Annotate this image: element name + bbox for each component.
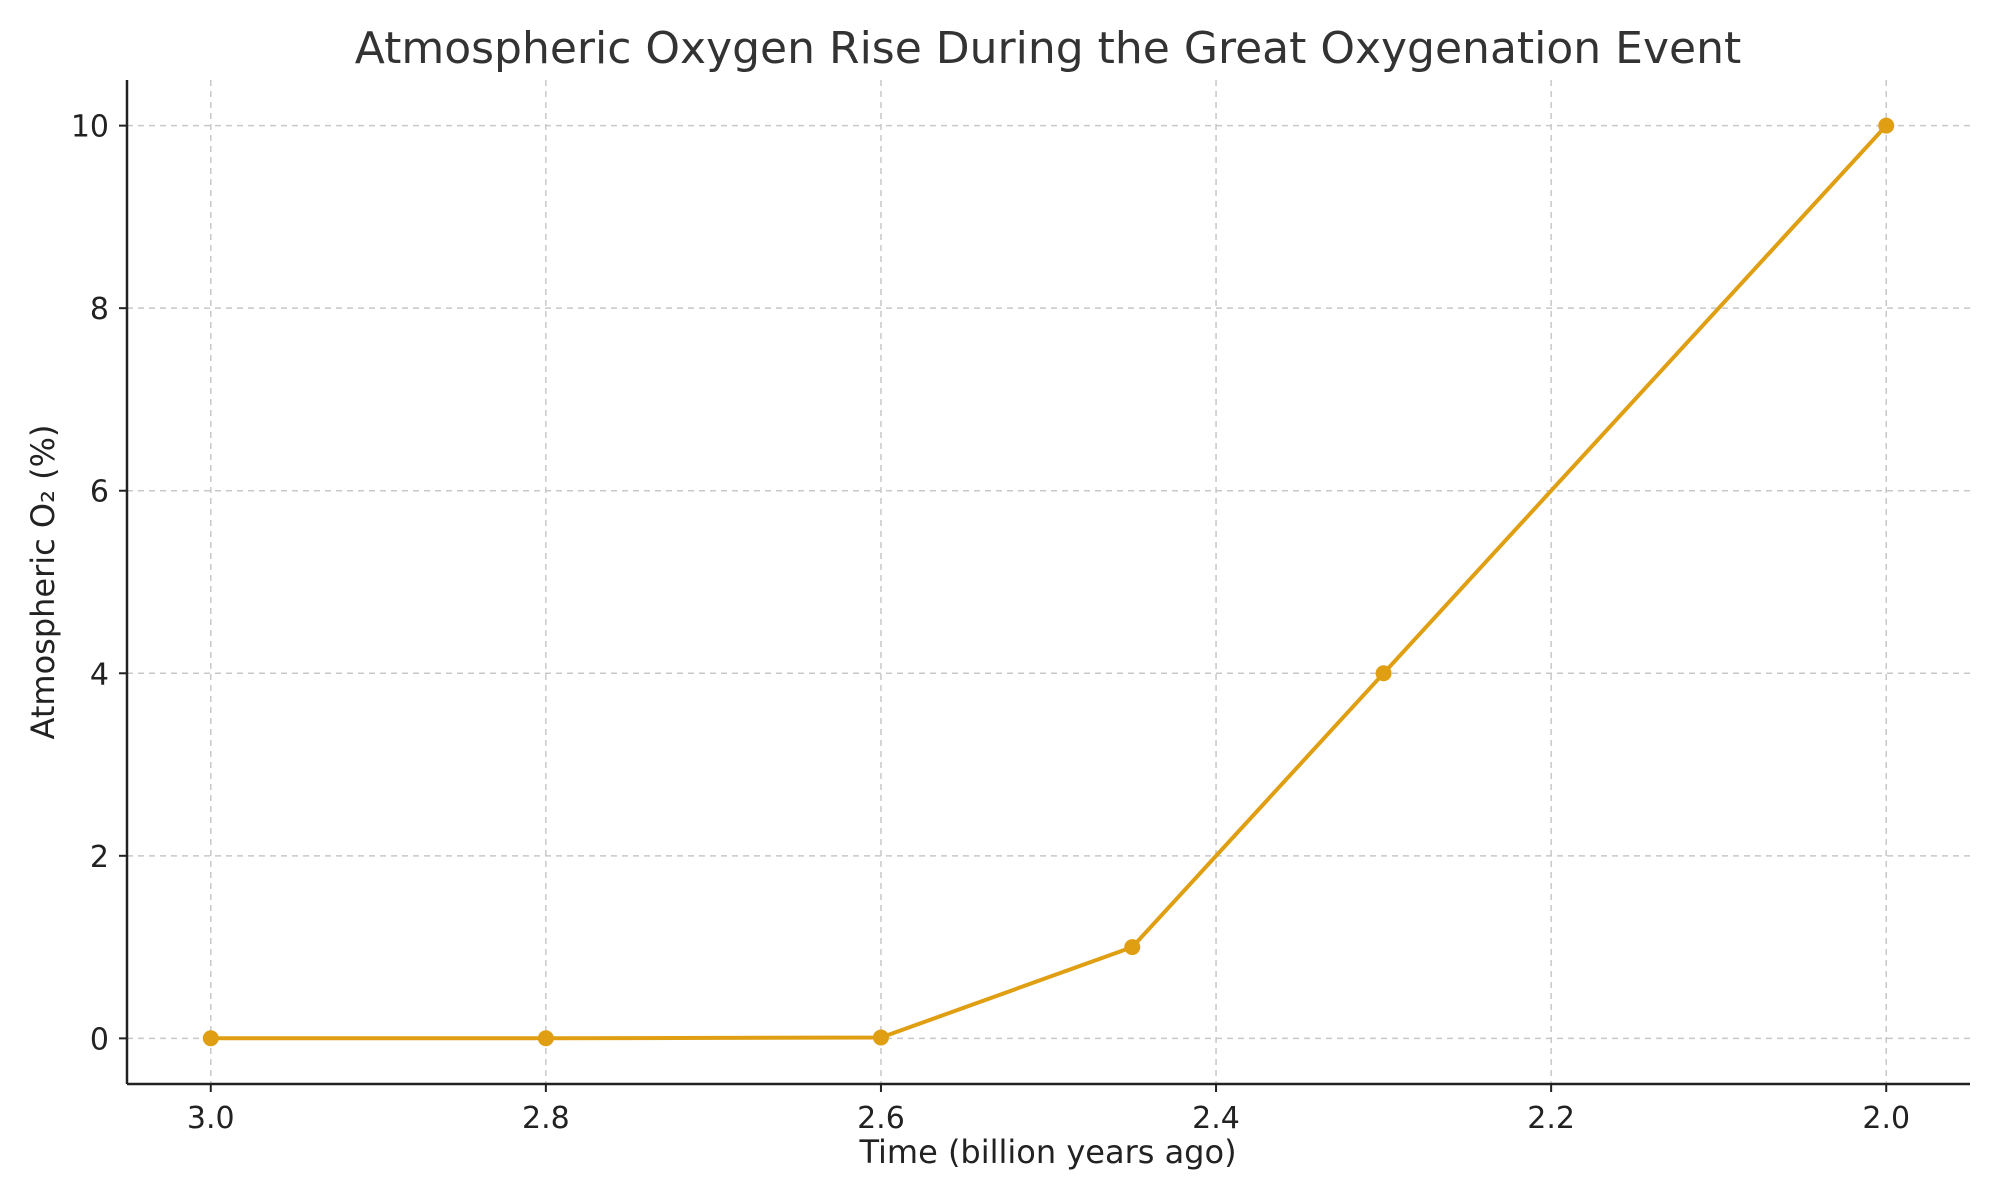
chart-title: Atmospheric Oxygen Rise During the Great…	[355, 23, 1741, 74]
y-tick-label: 0	[90, 1022, 109, 1057]
data-point	[1878, 117, 1895, 134]
grid	[127, 80, 1970, 1084]
x-tick-label: 2.8	[522, 1101, 570, 1136]
ticks: 3.0 2.8 2.6 2.4 2.2 2.0 0 2 4 6 8 10	[71, 110, 1910, 1136]
axes	[125, 80, 1970, 1086]
x-tick-label: 2.0	[1862, 1101, 1910, 1136]
y-tick-label: 6	[90, 475, 109, 510]
y-axis-label: Atmospheric O₂ (%)	[24, 425, 62, 740]
data-point	[537, 1030, 554, 1047]
y-tick-label: 2	[90, 840, 109, 875]
data-point	[1375, 665, 1392, 682]
data-point	[872, 1029, 889, 1046]
y-tick-label: 10	[71, 110, 109, 145]
series	[202, 117, 1895, 1047]
y-tick-label: 8	[90, 292, 109, 327]
y-tick-label: 4	[90, 657, 109, 692]
x-tick-label: 2.6	[857, 1101, 905, 1136]
x-axis-label: Time (billion years ago)	[858, 1133, 1236, 1171]
data-point	[202, 1030, 219, 1047]
data-point	[1124, 939, 1141, 956]
series-line	[208, 123, 1889, 1041]
x-tick-label: 2.2	[1527, 1101, 1575, 1136]
x-tick-label: 2.4	[1192, 1101, 1240, 1136]
x-tick-label: 3.0	[187, 1101, 235, 1136]
